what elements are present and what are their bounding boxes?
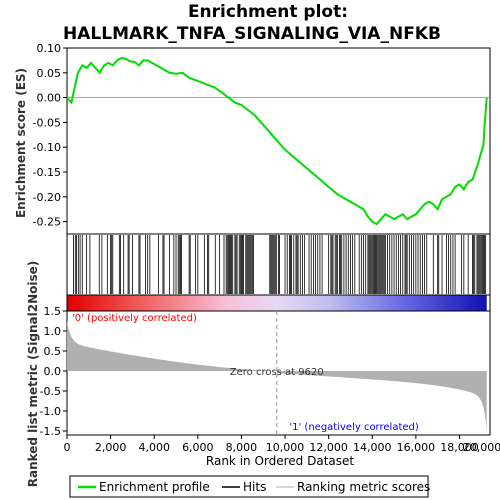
metric-y-tick-label: 0.5 [44,345,62,358]
x-axis-label: Rank in Ordered Dataset [206,454,354,468]
x-tick-label: 14,000 [353,441,392,454]
es-y-tick-label: -0.15 [33,166,61,179]
metric-y-tick-label: 1.0 [44,325,62,338]
hits-panel [66,233,491,296]
x-tick-label: 2,000 [95,441,127,454]
metric-panel: 1.5 1.0 0.5 0.0 -0.5 -1.0 -1.5 '0' (positively… [40,305,491,438]
x-tick-label: 16,000 [397,441,436,454]
chart-title-line1: Enrichment plot: [188,2,348,22]
positive-correlation-label: '0' (positively correlated) [72,313,197,324]
es-y-tick-label: -0.10 [33,141,61,154]
metric-y-tick-label: -0.5 [40,385,61,398]
metric-y-tick-label: -1.5 [40,425,61,438]
zero-cross-label: Zero cross at 9620 [230,367,324,378]
legend-hits-label: Hits [243,480,266,494]
es-y-tick-label: -0.25 [33,216,61,229]
metric-y-axis-label: Ranked list metric (Signal2Noise) [26,261,40,488]
chart-title-line2: HALLMARK_TNFA_SIGNALING_VIA_NFKB [63,24,441,44]
metric-y-tick-label: 0.0 [44,365,62,378]
ranking-metric-area [67,321,487,431]
x-tick-label: 0 [64,441,71,454]
es-y-tick-label: -0.05 [33,116,61,129]
x-tick-label: 10,000 [266,441,305,454]
x-tick-label: 6,000 [182,441,214,454]
ranking-color-bar [67,295,487,311]
x-tick-label: 4,000 [138,441,170,454]
x-tick-label: 18,000 [440,441,479,454]
x-tick-label: 20,000 [463,441,500,454]
enrichment-profile-line [66,56,488,226]
x-tick-label: 12,000 [309,441,348,454]
metric-y-tick-label: -1.0 [40,405,61,418]
legend: Enrichment profile Hits Ranking metric s… [69,475,430,498]
es-y-axis-label: Enrichment score (ES) [14,68,28,218]
es-y-tick-label: -0.20 [33,191,61,204]
hit-lines [73,235,487,294]
legend-metric-label: Ranking metric scores [297,480,430,494]
es-y-tick-label: 0.10 [37,42,62,55]
es-panel: 0.10 0.05 0.00 -0.05 -0.10 -0.15 -0.20 -0.25 [33,42,491,235]
es-y-tick-label: 0.05 [37,67,62,80]
legend-enrichment-label: Enrichment profile [99,480,210,494]
x-axis-ticks: 0 2,000 4,000 6,000 8,000 10,000 12,000 14,000 1… [64,435,500,454]
metric-y-tick-label: 1.5 [44,305,62,318]
x-tick-label: 8,000 [226,441,258,454]
es-y-ticks: 0.10 0.05 0.00 -0.05 -0.10 -0.15 -0.20 -0.25 [33,42,67,229]
negative-correlation-label: '1' (negatively correlated) [289,422,418,433]
metric-y-ticks: 1.5 1.0 0.5 0.0 -0.5 -1.0 -1.5 [40,305,67,438]
es-y-tick-label: 0.00 [37,92,62,105]
legend-frame [69,475,429,498]
